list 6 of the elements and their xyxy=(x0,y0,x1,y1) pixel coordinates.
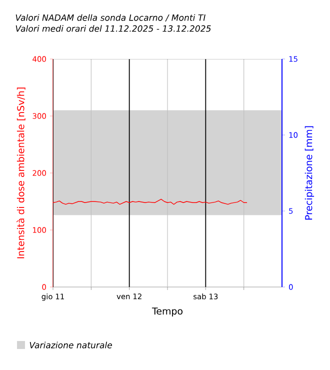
chart-title: Valori NADAM della sonda Locarno / Monti TI xyxy=(16,14,206,22)
y2-axis-title: Precipitazione [mm] xyxy=(304,126,314,220)
chart-subtitle: Valori medi orari del 11.12.2025 - 13.12.2025 xyxy=(16,25,211,32)
x-axis-title: Tempo xyxy=(152,308,183,316)
legend-label: Variazione naturale xyxy=(30,342,112,348)
y-axis-title: Intensità di dose ambientale [nSv/h] xyxy=(16,88,26,258)
